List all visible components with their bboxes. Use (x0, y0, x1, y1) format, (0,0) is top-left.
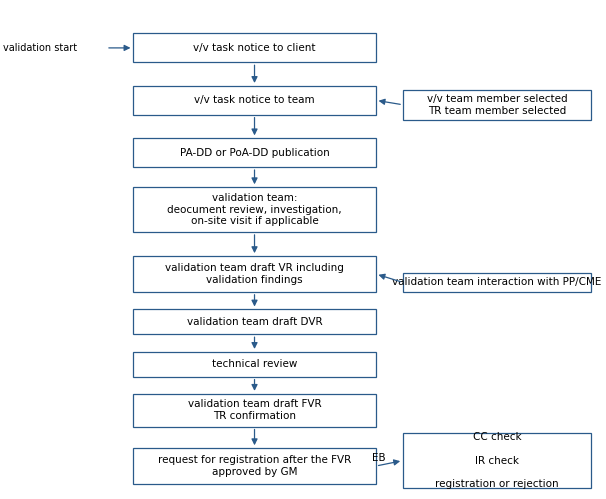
Text: CC check

IR check

registration or rejection: CC check IR check registration or reject… (435, 432, 559, 489)
Text: v/v team member selected
TR team member selected: v/v team member selected TR team member … (427, 94, 567, 116)
Text: technical review: technical review (212, 359, 297, 369)
Text: validation team draft VR including
validation findings: validation team draft VR including valid… (165, 263, 344, 285)
FancyBboxPatch shape (403, 433, 591, 488)
FancyBboxPatch shape (403, 90, 591, 120)
FancyBboxPatch shape (133, 86, 376, 115)
Text: validation team draft DVR: validation team draft DVR (187, 317, 322, 327)
FancyBboxPatch shape (133, 309, 376, 334)
FancyBboxPatch shape (133, 352, 376, 377)
FancyBboxPatch shape (133, 187, 376, 232)
FancyBboxPatch shape (133, 394, 376, 427)
FancyBboxPatch shape (133, 448, 376, 484)
FancyBboxPatch shape (403, 273, 591, 292)
Text: validation team:
deocument review, investigation,
on-site visit if applicable: validation team: deocument review, inves… (167, 193, 342, 226)
Text: validation team draft FVR
TR confirmation: validation team draft FVR TR confirmatio… (188, 399, 321, 421)
Text: validation team interaction with PP/CME: validation team interaction with PP/CME (392, 277, 602, 287)
Text: v/v task notice to team: v/v task notice to team (194, 95, 315, 105)
Text: validation start: validation start (3, 43, 77, 53)
FancyBboxPatch shape (133, 256, 376, 292)
Text: request for registration after the FVR
approved by GM: request for registration after the FVR a… (158, 455, 351, 477)
Text: v/v task notice to client: v/v task notice to client (193, 43, 316, 53)
FancyBboxPatch shape (133, 33, 376, 62)
FancyBboxPatch shape (133, 138, 376, 167)
Text: EB: EB (372, 453, 385, 463)
Text: PA-DD or PoA-DD publication: PA-DD or PoA-DD publication (179, 148, 330, 158)
